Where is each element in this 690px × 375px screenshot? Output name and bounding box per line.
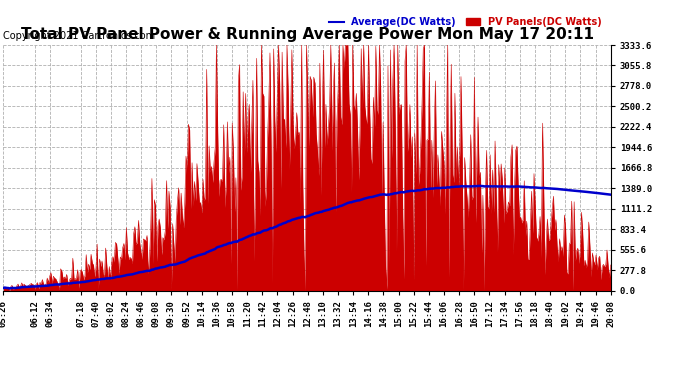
Legend: Average(DC Watts), PV Panels(DC Watts): Average(DC Watts), PV Panels(DC Watts) <box>325 13 606 31</box>
Title: Total PV Panel Power & Running Average Power Mon May 17 20:11: Total PV Panel Power & Running Average P… <box>21 27 593 42</box>
Text: Copyright 2021 Cartronics.com: Copyright 2021 Cartronics.com <box>3 32 155 41</box>
